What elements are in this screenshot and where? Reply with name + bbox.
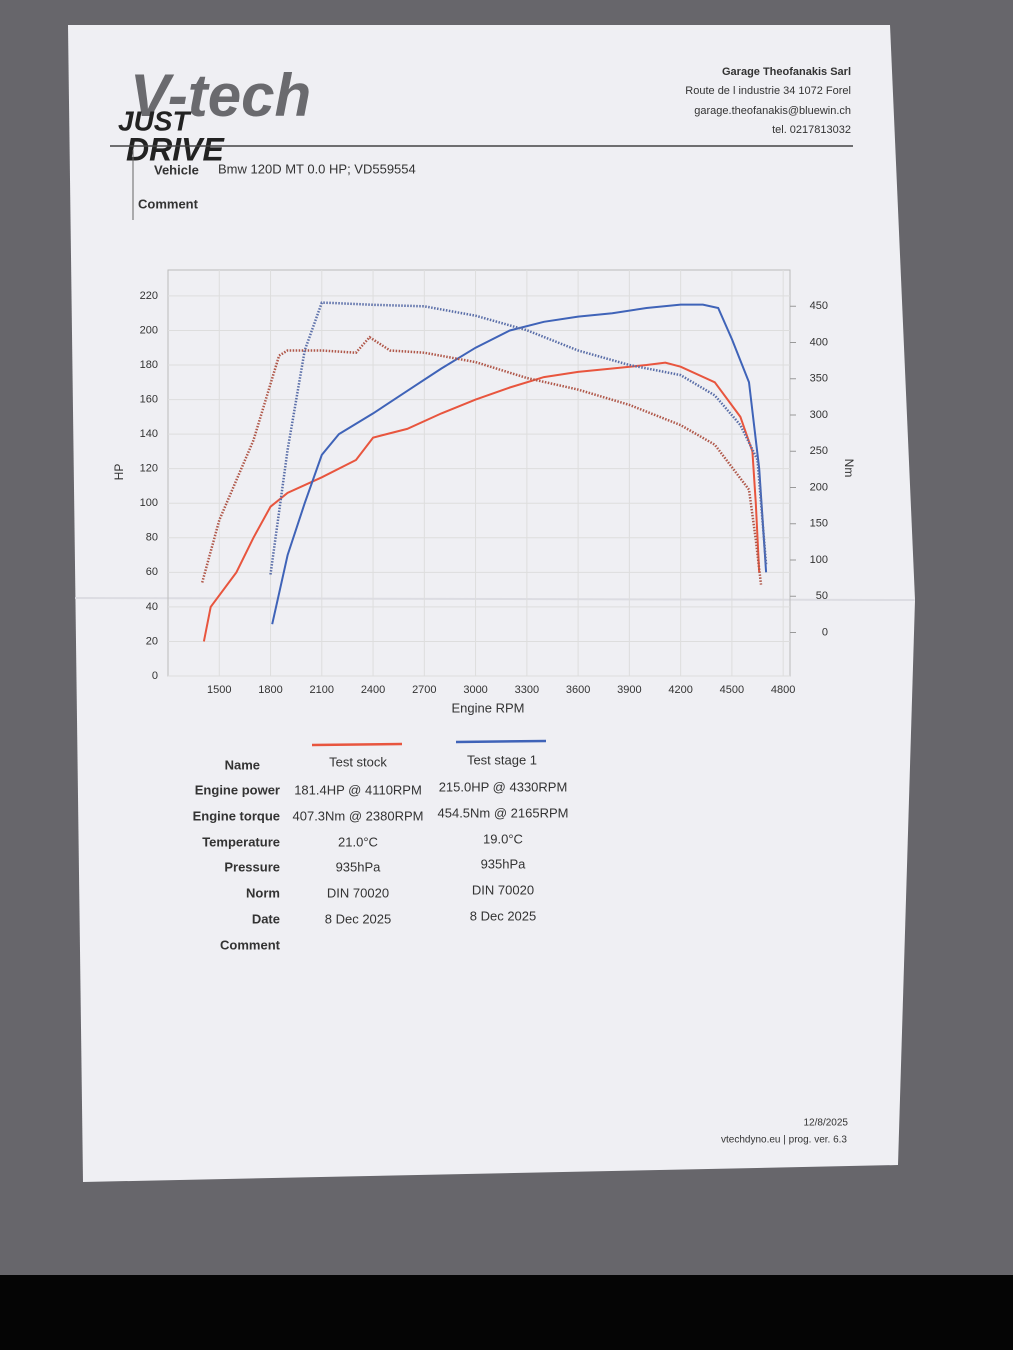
x-tick-label: 1800	[258, 684, 282, 696]
vehicle-value: Bmw 120D MT 0.0 HP; VD559554	[218, 161, 416, 176]
footer-program: vtechdyno.eu | prog. ver. 6.3	[721, 1135, 847, 1146]
y-tick-label: 120	[140, 463, 158, 475]
x-tick-label: 4200	[668, 684, 692, 696]
table-cell: 935hPa	[336, 859, 382, 874]
x-tick-label: 2700	[412, 684, 436, 696]
table-cell: 935hPa	[481, 856, 527, 871]
phone: tel. 0217813032	[772, 124, 851, 136]
logo-tagline: JUST	[118, 105, 192, 136]
x-axis-label: Engine RPM	[452, 700, 525, 715]
y-tick-label: 80	[146, 532, 158, 544]
x-tick-label: 3000	[463, 684, 487, 696]
y2-tick-label: 0	[822, 626, 828, 638]
email: garage.theofanakis@bluewin.ch	[694, 105, 851, 117]
y-tick-label: 100	[140, 497, 158, 509]
row-label: Norm	[246, 885, 280, 900]
series-line	[202, 361, 761, 642]
row-label: Pressure	[224, 859, 280, 874]
paper	[68, 25, 915, 1182]
logo-tagline: DRIVE	[126, 131, 225, 167]
table-cell: 21.0°C	[338, 834, 378, 849]
y-tick-label: 140	[140, 428, 158, 440]
row-label: Engine torque	[193, 808, 280, 823]
vehicle-label: Vehicle	[154, 162, 199, 177]
y-tick-label: 60	[146, 566, 158, 578]
y-tick-label: 0	[152, 670, 158, 682]
table-cell: DIN 70020	[472, 882, 534, 897]
y-tick-label: 20	[146, 635, 158, 647]
row-label: Date	[252, 911, 280, 926]
y-tick-label: 40	[146, 601, 158, 613]
x-tick-label: 3300	[515, 684, 539, 696]
y-tick-label: 160	[140, 393, 158, 405]
table-edge	[0, 1275, 1013, 1350]
x-tick-label: 1500	[207, 684, 231, 696]
x-tick-label: 4500	[720, 684, 744, 696]
y-tick-label: 220	[140, 290, 158, 302]
company: Garage Theofanakis Sarl	[722, 66, 851, 78]
y-axis-label: HP	[112, 464, 126, 481]
table-cell: 19.0°C	[483, 831, 523, 846]
y2-tick-label: 350	[810, 373, 828, 385]
comment-label: Comment	[138, 196, 199, 211]
row-label: Temperature	[202, 834, 280, 849]
table-header: Name	[225, 757, 260, 772]
table-cell: 8 Dec 2025	[325, 911, 392, 926]
row-label: Comment	[220, 937, 281, 952]
series-line	[269, 301, 768, 575]
y2-tick-label: 250	[810, 445, 828, 457]
y2-tick-label: 400	[810, 336, 828, 348]
table-cell: 407.3Nm @ 2380RPM	[293, 808, 424, 823]
table-cell: DIN 70020	[327, 885, 389, 900]
x-tick-label: 3600	[566, 684, 590, 696]
legend-swatch	[455, 739, 547, 744]
address: Route de l industrie 34 1072 Forel	[685, 85, 851, 97]
legend-label: Test stock	[329, 754, 387, 769]
x-tick-label: 4800	[771, 684, 795, 696]
y2-tick-label: 150	[810, 518, 828, 530]
logo-brand: V-tech	[130, 62, 311, 129]
table-cell: 8 Dec 2025	[470, 908, 537, 923]
legend-label: Test stage 1	[467, 752, 537, 767]
table-cell: 181.4HP @ 4110RPM	[294, 782, 422, 797]
footer-date: 12/8/2025	[804, 1118, 849, 1129]
series-line	[271, 303, 768, 625]
legend-swatch	[311, 742, 403, 747]
y2-tick-label: 200	[810, 481, 828, 493]
y2-tick-label: 50	[816, 590, 828, 602]
table-cell: 215.0HP @ 4330RPM	[439, 779, 568, 794]
y2-tick-label: 450	[810, 300, 828, 312]
y2-tick-label: 100	[810, 554, 828, 566]
y-tick-label: 180	[140, 359, 158, 371]
y-tick-label: 200	[140, 324, 158, 336]
table-cell: 454.5Nm @ 2165RPM	[438, 805, 569, 820]
x-tick-label: 2400	[361, 684, 385, 696]
y2-tick-label: 300	[810, 409, 828, 421]
y2-axis-label: Nm	[842, 459, 856, 478]
x-tick-label: 3900	[617, 684, 641, 696]
fold	[74, 597, 916, 601]
x-tick-label: 2100	[310, 684, 334, 696]
row-label: Engine power	[195, 782, 280, 797]
